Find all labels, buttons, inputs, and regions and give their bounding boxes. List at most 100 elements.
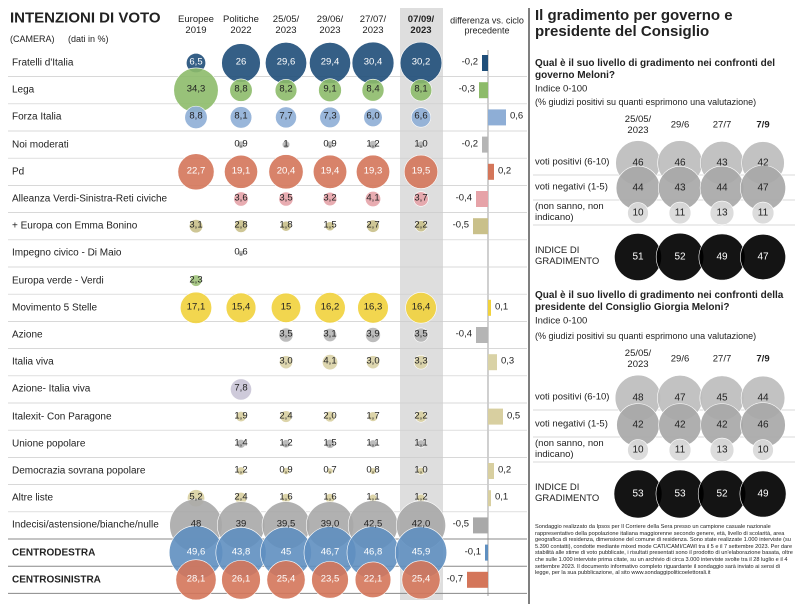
bubble (709, 200, 735, 226)
row-label: voti negativi (1-5) (535, 181, 608, 193)
value-label: 49 (757, 488, 769, 500)
value-label: 2,8 (234, 219, 248, 231)
bubble (405, 292, 437, 324)
value-label: 19,5 (411, 165, 431, 177)
value-label: 19,3 (363, 165, 383, 177)
bubble (280, 220, 292, 232)
value-label: 30,2 (411, 56, 431, 68)
bubble (354, 561, 392, 598)
value-label: 6,5 (189, 56, 203, 68)
diff-bar (488, 408, 503, 425)
bubble (361, 78, 385, 102)
party-name: Europa verde - Verdi (12, 274, 104, 286)
bubble (415, 410, 427, 423)
value-label: 47 (674, 392, 686, 404)
row-label: (non sanno, non indicano) (535, 201, 604, 223)
diff-label: -0,2 (461, 138, 478, 150)
diff-bar (488, 109, 506, 126)
value-label: 44 (757, 392, 769, 404)
value-label: 1,1 (414, 437, 428, 449)
bubble (326, 467, 334, 475)
value-label: 3,9 (366, 328, 380, 340)
value-label: 8,1 (234, 110, 248, 122)
value-label: 10 (632, 207, 644, 219)
value-label: 44 (632, 182, 644, 194)
value-label: 13 (716, 444, 728, 456)
diff-label: -0,1 (464, 546, 481, 558)
diff-label: 0,2 (498, 464, 512, 476)
value-label: 52 (674, 251, 686, 263)
diff-label: -0,7 (446, 573, 463, 585)
row-label: voti positivi (6-10) (535, 391, 610, 403)
diff-bar (482, 55, 488, 71)
value-label: 1,6 (279, 491, 293, 503)
value-label: 42 (632, 419, 644, 431)
bubble (325, 438, 335, 449)
bubble (179, 291, 213, 324)
bubble (413, 191, 429, 207)
bubble (236, 439, 246, 449)
value-label: 25,4 (411, 573, 431, 585)
value-label: 39,5 (276, 518, 296, 530)
column-header: 25/05/ 2023 (624, 114, 652, 136)
value-label: 10 (757, 444, 769, 456)
value-label: 53 (632, 488, 644, 500)
value-label: 1,1 (366, 491, 380, 503)
diff-label: -0,4 (455, 328, 472, 340)
diff-bar (476, 191, 488, 207)
bubble (363, 107, 383, 128)
value-label: 8,2 (279, 83, 293, 95)
value-label: 23,5 (320, 573, 340, 585)
value-label: 0,9 (323, 138, 337, 150)
value-label: 1,8 (279, 219, 293, 231)
value-label: 7,8 (234, 382, 248, 394)
question: Qual è il suo livello di gradimento nei … (535, 290, 784, 313)
bubble (236, 466, 246, 476)
note: (% giudizi positivi su quanti esprimono … (535, 330, 757, 341)
bubble (237, 250, 245, 257)
party-name: Fratelli d'Italia (12, 57, 74, 69)
value-label: 7,7 (279, 110, 293, 122)
value-label: 6,6 (414, 110, 428, 122)
bubble (281, 439, 291, 449)
bubble (282, 467, 290, 475)
bubble (326, 140, 334, 149)
bubble (314, 292, 346, 324)
value-label: 0,7 (323, 464, 337, 476)
value-label: 1,6 (323, 491, 337, 503)
value-label: 3,5 (279, 192, 293, 204)
diff-bar (476, 327, 488, 343)
value-label: 26,1 (231, 573, 251, 585)
value-label: 43,8 (231, 546, 251, 558)
bubble (368, 140, 378, 150)
bubble (224, 154, 258, 189)
value-label: 19,1 (231, 165, 251, 177)
value-label: 1,7 (366, 410, 380, 422)
bubble (229, 106, 253, 129)
bubble (237, 140, 245, 149)
bubble (175, 559, 217, 601)
party-name: Azione (12, 329, 43, 341)
party-name: Italexit- Con Paragone (12, 410, 112, 422)
value-label: 0,8 (366, 464, 380, 476)
bubble (322, 191, 338, 207)
party-name: Indecisi/astensione/bianche/nulle (12, 519, 159, 531)
bubble (233, 191, 249, 207)
column-header: 25/05/ 2023 (624, 348, 652, 370)
diff-label: 0,5 (507, 410, 521, 422)
bubble (668, 438, 692, 462)
row-label: (non sanno, non indicano) (535, 438, 604, 460)
value-label: 46 (757, 419, 769, 431)
value-label: 0,6 (234, 246, 248, 258)
diff-bar (488, 299, 491, 316)
bubble (367, 411, 379, 422)
diff-label: 0,1 (495, 491, 509, 503)
party-name: Impegno civico - Di Maio (12, 247, 122, 259)
bubble (409, 79, 433, 102)
value-label: 42 (716, 419, 728, 431)
column-header: Europee 2019 (178, 14, 214, 36)
bubble (324, 410, 336, 423)
bubble (225, 292, 257, 324)
bubble (318, 78, 342, 102)
